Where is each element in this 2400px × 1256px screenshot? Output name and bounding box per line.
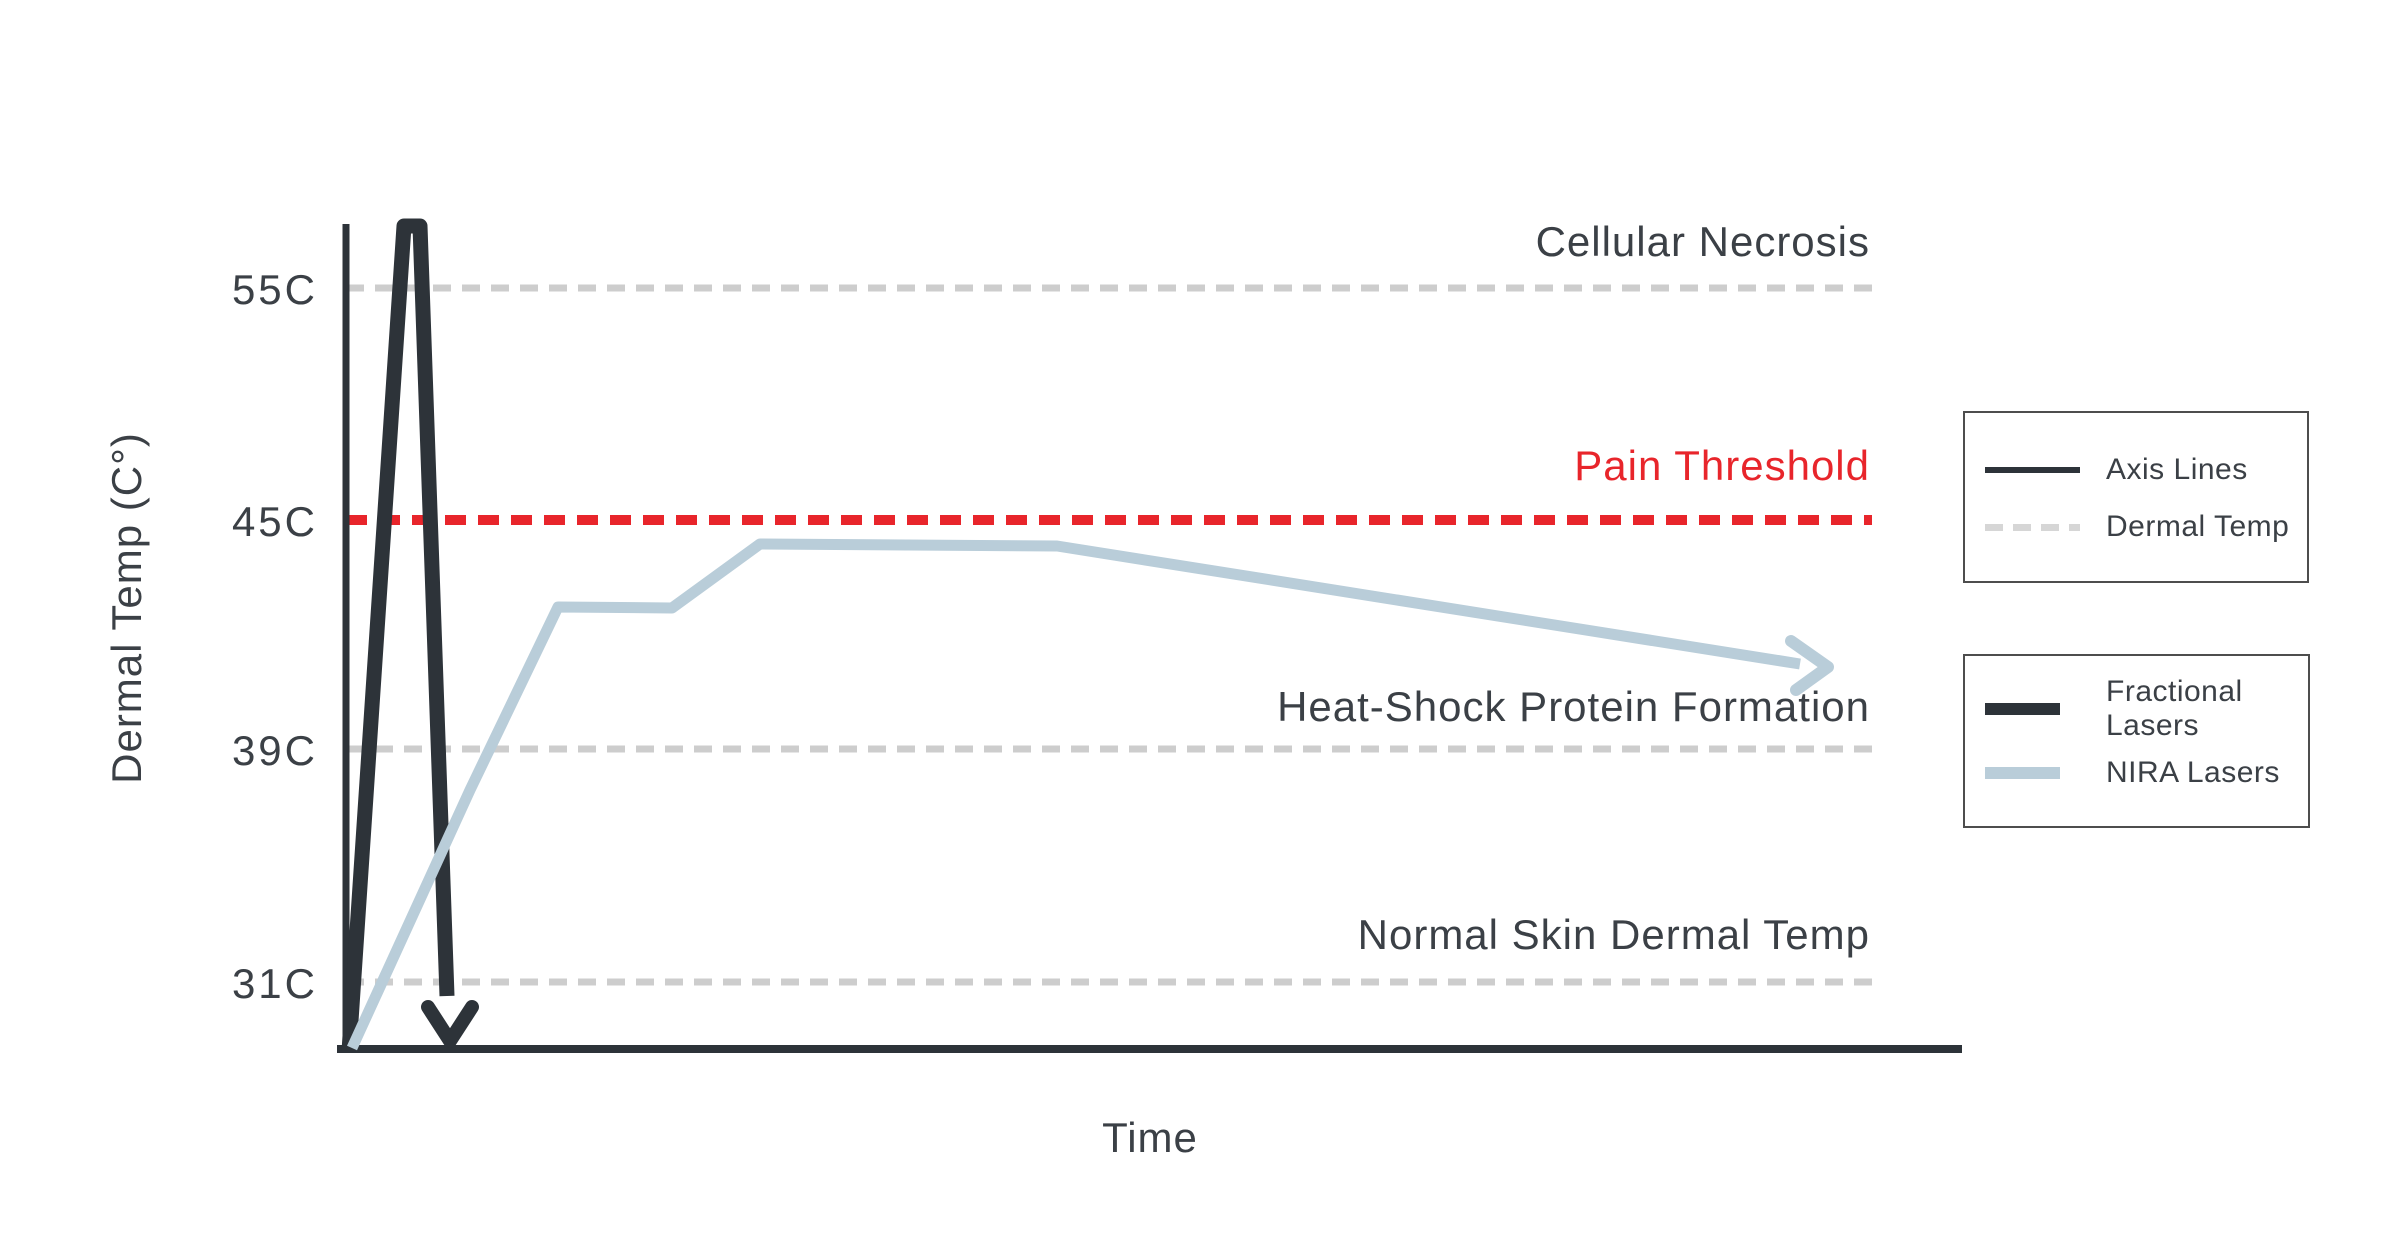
annotation-pain-threshold: Pain Threshold — [1574, 442, 1870, 489]
fractional-lasers-swatch — [1985, 703, 2060, 715]
annotation-heat-shock: Heat-Shock Protein Formation — [1277, 683, 1870, 730]
nira-lasers-line — [346, 538, 1801, 1051]
y-tick-55c: 55C — [231, 266, 318, 313]
y-axis-title: Dermal Temp (C°) — [103, 432, 150, 784]
y-tick-31c: 31C — [231, 960, 318, 1007]
annotation-cellular-necrosis: Cellular Necrosis — [1535, 218, 1870, 265]
fractional-lasers-line — [341, 218, 455, 1052]
nira-lasers-line-arrowhead — [1785, 635, 1834, 696]
y-tick-39c: 39C — [231, 727, 318, 774]
legend-item-fractional-lasers: Fractional Lasers — [1985, 675, 2308, 742]
legend-axis-box: Axis Lines Dermal Temp — [1963, 411, 2309, 583]
nira-lasers-swatch — [1985, 767, 2060, 779]
axis-lines-swatch — [1985, 467, 2080, 473]
legend-item-nira-lasers: NIRA Lasers — [1985, 756, 2308, 789]
x-axis-title: Time — [1102, 1114, 1198, 1161]
legend-label-fractional-lasers: Fractional Lasers — [2106, 675, 2243, 742]
fractional-lasers-line-arrowhead — [421, 1000, 479, 1048]
dermal-temp-swatch — [1985, 523, 2080, 531]
legend-item-axis-lines: Axis Lines — [1985, 453, 2307, 486]
legend-label-axis-lines: Axis Lines — [2106, 453, 2248, 486]
legend-label-dermal-temp: Dermal Temp — [2106, 510, 2290, 543]
legend-series-box: Fractional Lasers NIRA Lasers — [1963, 654, 2310, 828]
legend-label-nira-lasers: NIRA Lasers — [2106, 756, 2280, 789]
annotation-normal-skin-temp: Normal Skin Dermal Temp — [1357, 911, 1870, 958]
legend-item-dermal-temp: Dermal Temp — [1985, 510, 2307, 543]
y-tick-45c: 45C — [231, 498, 318, 545]
